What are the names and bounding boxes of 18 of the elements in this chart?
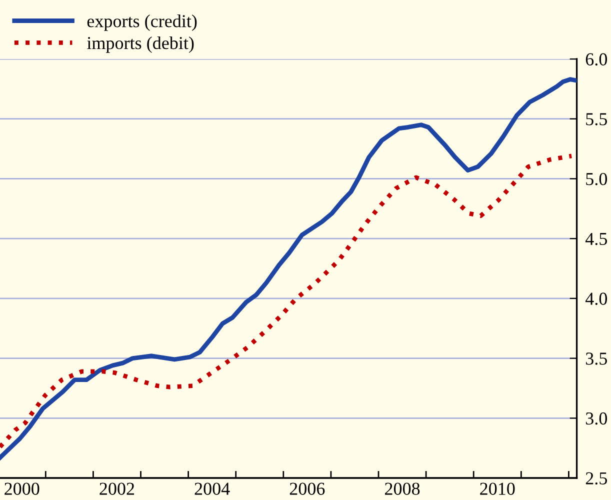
- y-tick-label: 2.5: [586, 472, 607, 485]
- line-series: [0, 77, 577, 460]
- y-tick-label: 4.0: [585, 292, 607, 305]
- y-tick-label: 6.0: [586, 53, 607, 66]
- legend-label: exports (credit): [87, 14, 197, 31]
- x-tick-label: 2008: [385, 482, 420, 495]
- x-tick-label: 2004: [194, 482, 230, 495]
- y-tick-label: 5.0: [586, 172, 607, 186]
- legend-label: imports (debit): [87, 36, 194, 53]
- y-tick-label: 3.0: [586, 412, 607, 425]
- y-tick-label: 5.5: [586, 113, 607, 126]
- x-tick-label: 2002: [100, 482, 134, 495]
- x-tick-label: 2010: [480, 482, 515, 495]
- line-series: [0, 154, 574, 450]
- y-tick-label: 3.5: [586, 352, 607, 365]
- x-tick-label: 2006: [290, 482, 325, 495]
- y-tick-label: 4.5: [585, 232, 607, 246]
- x-tick-label: 2000: [4, 482, 40, 495]
